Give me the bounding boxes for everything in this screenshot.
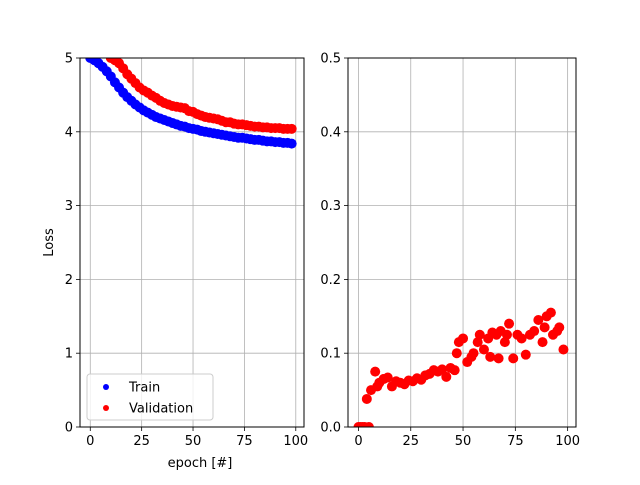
x-tick-label: 100 <box>555 434 580 449</box>
data-point <box>370 366 381 377</box>
legend-marker <box>103 384 109 390</box>
x-tick-label: 75 <box>236 434 253 449</box>
data-point <box>558 344 569 355</box>
series-train <box>85 58 297 149</box>
loss-panel: 0 25 50 75 100 0 1 2 3 4 5 epoch [#] Loss Train Valida… <box>42 52 308 472</box>
data-point <box>382 372 393 383</box>
series-0 <box>353 307 569 427</box>
legend-label: Validation <box>129 402 193 417</box>
data-point <box>516 333 527 344</box>
data-point <box>363 422 374 427</box>
data-point <box>520 349 531 360</box>
legend-marker <box>103 405 109 411</box>
y-tick-label: 0.3 <box>320 199 341 214</box>
data-point <box>545 307 556 318</box>
data-points <box>85 58 297 149</box>
x-tick-label: 0 <box>86 434 94 449</box>
data-point <box>554 322 565 333</box>
x-tick-label: 50 <box>455 434 472 449</box>
data-point <box>449 365 460 376</box>
x-tick-label: 0 <box>354 434 362 449</box>
data-point <box>451 348 462 359</box>
legend-label: Train <box>128 381 160 396</box>
y-tick-label: 0 <box>65 421 73 436</box>
y-tick-label: 2 <box>65 273 73 288</box>
data-point <box>508 353 519 364</box>
x-tick-label: 25 <box>402 434 419 449</box>
data-point <box>458 333 469 344</box>
x-tick-label: 100 <box>283 434 308 449</box>
y-tick-label: 0.5 <box>320 52 341 67</box>
y-tick-label: 0.1 <box>320 347 341 362</box>
axes-frame <box>347 57 577 428</box>
x-tick-label: 25 <box>133 434 150 449</box>
legend-frame <box>86 373 214 421</box>
x-tick-label: 75 <box>507 434 524 449</box>
legend: Train Validation <box>86 373 214 421</box>
data-point <box>493 353 504 364</box>
y-tick-label: 0.0 <box>320 421 341 436</box>
grid <box>348 57 576 428</box>
y-tick-label: 1 <box>65 347 73 362</box>
data-points <box>353 307 569 427</box>
data-point <box>533 314 544 325</box>
series-validation <box>105 58 297 134</box>
data-point <box>539 322 550 333</box>
y-tick-label: 5 <box>65 52 73 67</box>
data-point <box>474 329 485 340</box>
right-panel: 0 25 50 75 100 0.0 0.1 0.2 0.3 0.4 0.5 <box>320 52 580 450</box>
y-tick-label: 0.2 <box>320 273 341 288</box>
y-tick-label: 4 <box>65 125 73 140</box>
y-tick-label: 3 <box>65 199 73 214</box>
x-tick-label: 50 <box>185 434 202 449</box>
data-point <box>286 138 297 149</box>
data-point <box>441 371 452 382</box>
data-point <box>485 351 496 362</box>
data-point <box>501 329 512 340</box>
axes-frame <box>79 57 305 428</box>
data-point <box>537 337 548 348</box>
data-point <box>478 344 489 355</box>
data-point <box>437 364 448 375</box>
data-point <box>529 326 540 337</box>
data-point <box>504 318 515 329</box>
data-point <box>468 348 479 359</box>
y-tick-label: 0.4 <box>320 125 341 140</box>
x-axis-label: epoch [#] <box>168 456 233 471</box>
data-point <box>286 123 297 134</box>
data-point <box>361 393 372 404</box>
y-axis-label: Loss <box>42 228 57 257</box>
